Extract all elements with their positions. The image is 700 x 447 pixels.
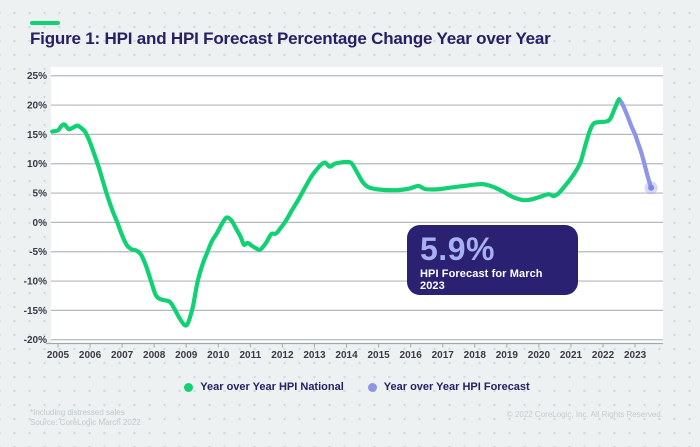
x-axis-tick-label: 2010	[207, 350, 230, 361]
forecast-series-dot-icon	[367, 382, 377, 392]
plot-area	[51, 67, 663, 343]
y-axis-tick-label: -5%	[29, 247, 47, 258]
legend-item-hpi-national: Year over Year HPI National	[184, 381, 344, 393]
x-axis-tick-label: 2015	[367, 350, 390, 361]
x-axis-tick-label: 2006	[79, 350, 102, 361]
footnote: *Including distressed sales Source: Core…	[30, 408, 141, 427]
x-axis-tick-label: 2005	[47, 350, 70, 361]
x-axis-tick-label: 2014	[335, 350, 358, 361]
x-axis-tick-label: 2012	[271, 350, 294, 361]
x-axis-tick-label: 2008	[143, 350, 166, 361]
chart-legend: Year over Year HPI National Year over Ye…	[51, 381, 663, 393]
forecast-value: 5.9%	[420, 231, 495, 267]
x-axis-tick-label: 2019	[496, 350, 519, 361]
y-axis-tick-label: -10%	[24, 277, 47, 288]
x-axis-tick-label: 2023	[624, 350, 647, 361]
page-title: Figure 1: HPI and HPI Forecast Percentag…	[30, 29, 551, 48]
forecast-callout: 5.9% HPI Forecast for March 2023	[407, 225, 578, 295]
national-series-dot-icon	[184, 382, 194, 392]
y-axis-tick-label: -15%	[24, 306, 47, 317]
hpi-forecast-line	[617, 97, 654, 190]
copyright-text: © 2022 CoreLogic, Inc. All Rights Reserv…	[506, 410, 663, 419]
x-axis-tick-label: 2017	[432, 350, 455, 361]
y-axis-tick-label: 5%	[33, 189, 48, 200]
x-axis-tick-label: 2011	[240, 350, 262, 361]
y-axis-tick-label: 0%	[33, 218, 48, 229]
title-accent-bar	[30, 21, 60, 25]
legend-label-national: Year over Year HPI National	[200, 381, 344, 393]
x-axis-tick-label: 2007	[111, 350, 134, 361]
legend-item-hpi-forecast: Year over Year HPI Forecast	[367, 381, 530, 393]
x-axis-tick-label: 2020	[528, 350, 551, 361]
footnote-line1: *Including distressed sales	[30, 408, 125, 417]
y-axis-tick-label: 15%	[27, 130, 47, 141]
forecast-endpoint-dot	[648, 184, 655, 191]
y-axis-tick-label: 25%	[27, 71, 47, 82]
y-axis-tick-label: -20%	[24, 335, 47, 346]
x-axis-tick-label: 2018	[464, 350, 487, 361]
x-axis-tick-label: 2009	[175, 350, 198, 361]
x-axis-tick-label: 2016	[400, 350, 423, 361]
y-axis-tick-label: 20%	[27, 101, 47, 112]
hpi-national-line	[50, 97, 622, 328]
footnote-line2: Source: CoreLogic March 2022	[30, 417, 141, 427]
y-axis-tick-label: 10%	[27, 159, 47, 170]
legend-label-forecast: Year over Year HPI Forecast	[383, 381, 530, 393]
forecast-caption: HPI Forecast for March 2023	[420, 268, 543, 292]
x-axis-tick-label: 2013	[303, 350, 326, 361]
x-axis-tick-label: 2021	[560, 350, 583, 361]
x-axis-tick-label: 2022	[592, 350, 615, 361]
